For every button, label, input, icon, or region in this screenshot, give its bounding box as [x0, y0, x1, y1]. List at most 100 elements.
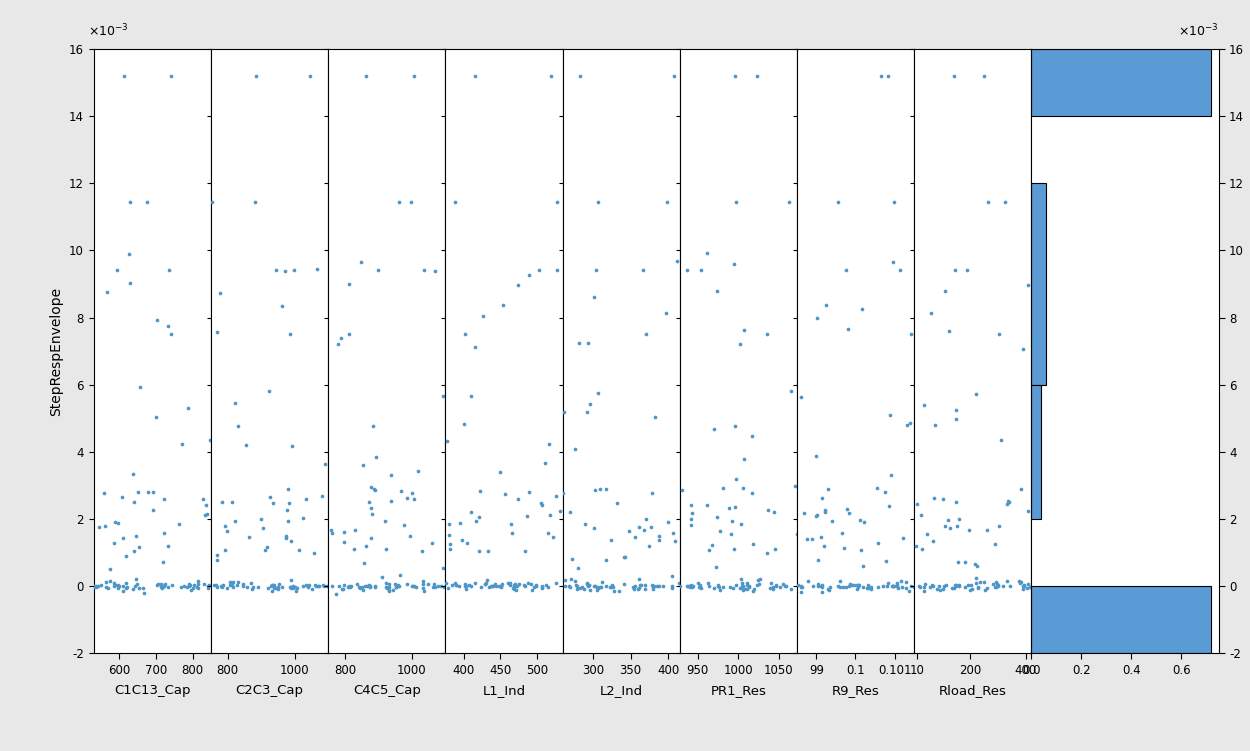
Point [642, 584, 662, 596]
Point [815, 506, 835, 518]
Point [722, 514, 742, 526]
Point [830, 575, 850, 587]
Point [481, 580, 501, 592]
Point [666, 255, 686, 267]
Point [589, 582, 609, 594]
Point [180, 584, 200, 596]
Point [876, 556, 896, 568]
Point [269, 581, 289, 593]
Bar [1031, 183, 1046, 385]
Point [595, 581, 615, 593]
Point [730, 582, 750, 594]
Point [246, 70, 266, 82]
Point [602, 578, 622, 590]
Point [105, 516, 125, 528]
Point [796, 533, 816, 545]
Point [652, 580, 672, 592]
Point [455, 580, 475, 592]
Point [280, 328, 300, 340]
Point [590, 581, 610, 593]
Point [946, 580, 966, 592]
Point [434, 581, 454, 593]
Point [182, 581, 203, 593]
Point [312, 490, 332, 502]
Point [808, 554, 828, 566]
Point [154, 493, 174, 505]
Point [585, 484, 605, 496]
Point [312, 580, 332, 592]
Point [699, 581, 719, 593]
Point [680, 580, 700, 592]
Point [189, 578, 209, 590]
Point [425, 265, 445, 277]
Point [159, 264, 179, 276]
Point [514, 579, 534, 591]
Point [434, 562, 454, 575]
Point [461, 580, 481, 592]
Point [546, 490, 566, 502]
Point [345, 524, 365, 536]
Point [334, 580, 354, 592]
Point [722, 582, 742, 594]
Point [504, 581, 524, 593]
Point [760, 582, 780, 594]
Point [869, 581, 889, 593]
Point [766, 580, 786, 592]
Point [681, 513, 701, 525]
Point [213, 580, 232, 592]
Point [339, 581, 359, 593]
Point [749, 578, 769, 590]
Point [475, 578, 495, 590]
Point [839, 580, 859, 592]
Point [213, 496, 232, 508]
Point [422, 581, 442, 593]
Point [465, 70, 485, 82]
Point [569, 562, 589, 575]
Point [811, 586, 831, 598]
Point [486, 581, 506, 593]
X-axis label: R9_Res: R9_Res [831, 683, 879, 697]
Point [732, 580, 752, 592]
Point [460, 506, 480, 518]
Point [339, 278, 359, 290]
Point [485, 578, 505, 590]
Point [134, 587, 154, 599]
Point [289, 544, 309, 556]
Point [371, 571, 391, 583]
Point [1017, 578, 1038, 590]
Point [794, 507, 814, 519]
Point [629, 582, 649, 594]
Point [199, 581, 219, 593]
Point [359, 580, 379, 592]
Point [884, 256, 904, 268]
Point [173, 438, 192, 450]
Point [404, 493, 424, 505]
Point [299, 581, 319, 593]
Point [188, 582, 208, 594]
Point [900, 417, 920, 429]
Point [846, 579, 866, 591]
Point [699, 544, 719, 556]
Point [1021, 581, 1041, 593]
Point [261, 585, 281, 597]
Point [808, 312, 828, 324]
Point [712, 581, 732, 593]
Point [586, 584, 606, 596]
Point [272, 300, 292, 312]
Point [126, 573, 146, 585]
Point [579, 578, 599, 590]
Point [991, 434, 1011, 446]
Point [649, 534, 669, 546]
Point [421, 537, 441, 549]
Point [540, 509, 560, 521]
Point [144, 504, 164, 516]
Point [835, 542, 855, 554]
Point [676, 264, 696, 276]
Point [736, 580, 756, 592]
Point [179, 402, 199, 414]
Point [505, 581, 525, 593]
Point [849, 579, 869, 591]
Point [292, 512, 312, 524]
Point [495, 487, 515, 499]
Point [428, 580, 448, 592]
